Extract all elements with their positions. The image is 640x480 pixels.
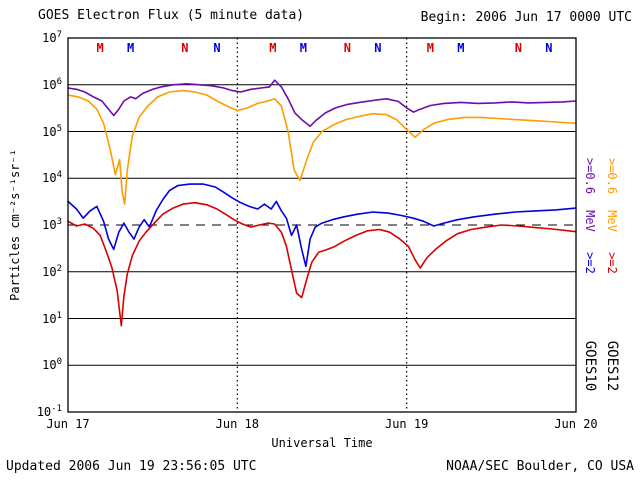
y-tick-label: 100 [42, 357, 62, 373]
series-goes10-0.6-mev [67, 79, 577, 127]
credit-text: NOAA/SEC Boulder, CO USA [446, 459, 634, 474]
satellite-marker-m: M [427, 41, 434, 55]
x-tick-label: Jun 17 [46, 417, 90, 431]
right-label-energy: >=2 [583, 252, 597, 274]
satellite-marker-n: N [344, 41, 351, 55]
satellite-marker-n: N [181, 41, 188, 55]
y-tick-label: 103 [42, 217, 62, 232]
x-axis-label: Universal Time [271, 436, 373, 450]
y-tick-label: 106 [42, 76, 62, 92]
y-tick-label: 107 [42, 30, 62, 45]
satellite-marker-n: N [515, 41, 522, 55]
satellite-marker-m: M [300, 41, 307, 55]
series-goes12-0.6-mev [67, 89, 577, 205]
right-label-energy: >=0.6 [605, 157, 619, 195]
x-tick-label: Jun 18 [215, 417, 259, 431]
right-label-energy: >=2 [605, 252, 619, 274]
right-label-energy: >=0.6 [583, 157, 597, 195]
right-label-satellite: GOES12 [604, 340, 620, 392]
begin-timestamp: Begin: 2006 Jun 17 0000 UTC [420, 10, 632, 25]
series-goes12-2-mev [67, 201, 577, 327]
y-tick-label: 104 [42, 170, 62, 186]
satellite-marker-m: M [269, 41, 276, 55]
y-tick-label: 102 [42, 263, 62, 279]
satellite-marker-m: M [127, 41, 134, 55]
x-tick-label: Jun 20 [554, 417, 598, 431]
satellite-marker-m: M [457, 41, 464, 55]
y-tick-label: 101 [42, 310, 62, 326]
series-goes10-2-mev [67, 183, 577, 268]
satellite-marker-n: N [213, 41, 220, 55]
y-tick-label: 10-1 [36, 404, 62, 419]
x-tick-label: Jun 19 [384, 417, 429, 431]
right-label-satellite: GOES10 [582, 340, 598, 392]
satellite-marker-m: M [97, 41, 104, 55]
right-label-energy: MeV [605, 210, 619, 232]
plot-border [67, 37, 577, 413]
right-label-energy: MeV [583, 210, 597, 232]
updated-timestamp: Updated 2006 Jun 19 23:56:05 UTC [6, 459, 257, 474]
satellite-marker-n: N [545, 41, 552, 55]
chart-title: GOES Electron Flux (5 minute data) [38, 8, 305, 23]
y-tick-label: 105 [42, 123, 62, 139]
satellite-marker-n: N [374, 41, 381, 55]
